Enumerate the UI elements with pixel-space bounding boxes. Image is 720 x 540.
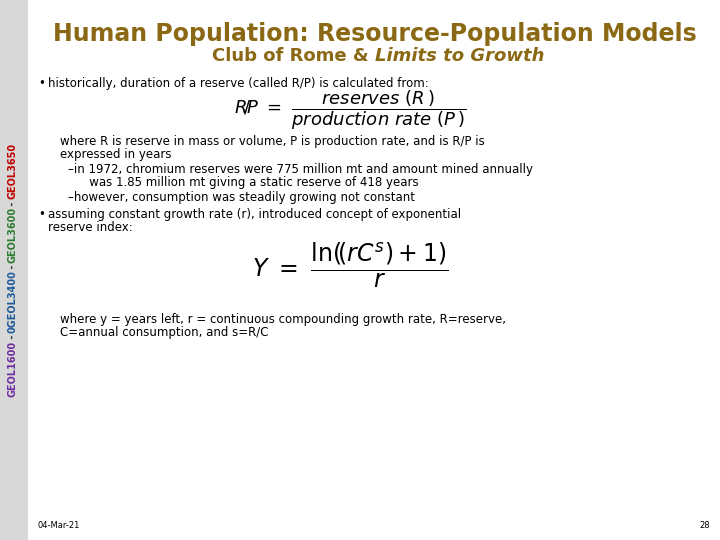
Text: assuming constant growth rate (r), introduced concept of exponential: assuming constant growth rate (r), intro…: [48, 208, 461, 221]
Text: -: -: [8, 262, 18, 273]
Text: GEOL3600: GEOL3600: [8, 207, 18, 264]
Text: historically, duration of a reserve (called R/P) is calculated from:: historically, duration of a reserve (cal…: [48, 77, 428, 90]
Text: was 1.85 million mt giving a static reserve of 418 years: was 1.85 million mt giving a static rese…: [78, 176, 418, 189]
Bar: [0, 0, 28, 540]
Text: GEOL1600: GEOL1600: [8, 341, 18, 397]
Text: where y = years left, r = continuous compounding growth rate, R=reserve,: where y = years left, r = continuous com…: [60, 313, 506, 326]
Text: where R is reserve in mass or volume, P is production rate, and is R/P is: where R is reserve in mass or volume, P …: [60, 135, 485, 148]
Text: Human Population: Resource-Population Models: Human Population: Resource-Population Mo…: [53, 22, 697, 46]
Text: –however, consumption was steadily growing not constant: –however, consumption was steadily growi…: [68, 191, 415, 204]
Text: $\mathit{R\!/\!P}\ =\ \dfrac{\mathit{reserves}\ (R\,)}{\mathit{production\ rate}: $\mathit{R\!/\!P}\ =\ \dfrac{\mathit{res…: [234, 88, 467, 132]
Text: Limits to Growth: Limits to Growth: [375, 47, 544, 65]
Text: GEOL3650: GEOL3650: [8, 143, 18, 199]
Text: expressed in years: expressed in years: [60, 148, 171, 161]
Text: –in 1972, chromium reserves were 775 million mt and amount mined annually: –in 1972, chromium reserves were 775 mil…: [68, 163, 533, 176]
Text: Club of Rome & ⁠: Club of Rome & ⁠: [212, 47, 375, 65]
Text: 28: 28: [699, 521, 710, 530]
Text: •: •: [38, 208, 45, 221]
Text: -: -: [8, 198, 18, 208]
Text: $Y\ =\ \dfrac{\ln\!\left(\!\left(r\mathit{C}^s\right)+1\right)}{r}$: $Y\ =\ \dfrac{\ln\!\left(\!\left(r\mathi…: [252, 240, 449, 289]
Text: •: •: [38, 77, 45, 90]
Text: 0GEOL3400: 0GEOL3400: [8, 271, 18, 333]
Text: C=annual consumption, and s=R/C: C=annual consumption, and s=R/C: [60, 326, 269, 339]
Text: 04-Mar-21: 04-Mar-21: [38, 521, 81, 530]
Text: reserve index:: reserve index:: [48, 221, 132, 234]
Text: -: -: [8, 332, 18, 342]
